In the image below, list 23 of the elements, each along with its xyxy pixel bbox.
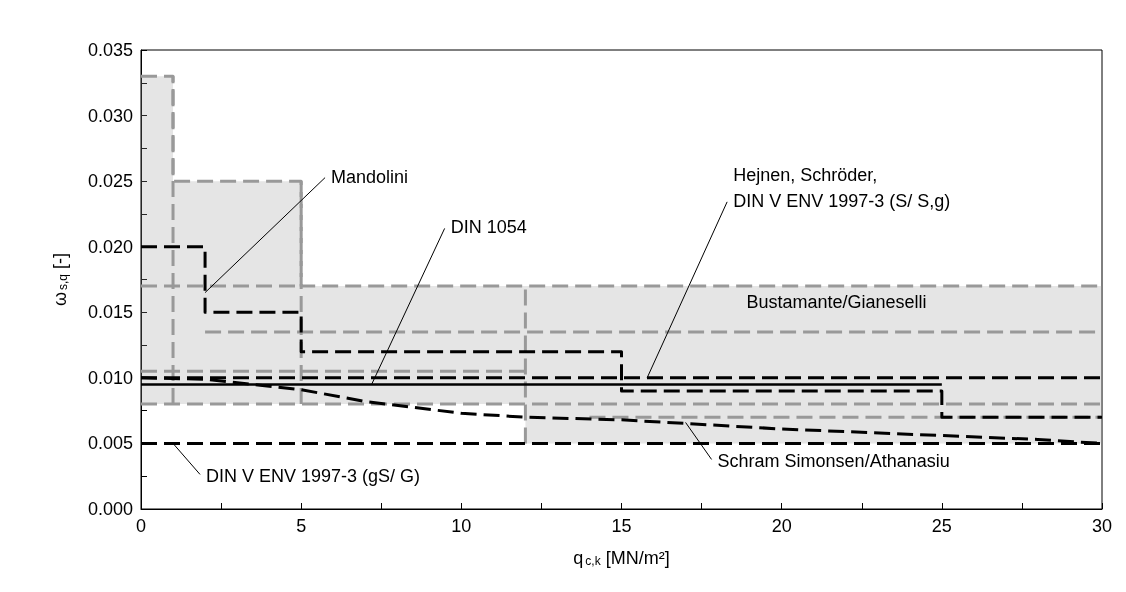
y-tick-label: 0.010	[87, 367, 133, 388]
y-tick-label: 0.015	[87, 302, 133, 323]
x-tick-label: 0	[135, 516, 147, 536]
x-tick-label: 20	[771, 516, 792, 536]
y-tick-label: 0.025	[87, 171, 133, 192]
y-tick-label: 0.035	[87, 40, 133, 60]
x-tick-label: 30	[1091, 516, 1113, 536]
x-tick-label: 10	[451, 516, 472, 536]
annotation: Schram Simonsen/Athanasiu	[717, 451, 950, 472]
y-tick-label: 0.020	[87, 236, 133, 257]
y-axis-title: ωs,q [-]	[50, 252, 70, 307]
y-tick-label: 0.030	[87, 105, 133, 126]
x-tick-label: 5	[296, 516, 307, 536]
annotation: DIN V ENV 1997-3 (gS/ G)	[206, 466, 421, 487]
x-tick-label: 15	[611, 516, 632, 536]
x-tick-label: 25	[931, 516, 952, 536]
annotation: Bustamante/Gianeselli	[746, 292, 927, 313]
annotation: Hejnen, Schröder, DIN V ENV 1997-3 (S/ S,g)	[733, 164, 951, 211]
annotation: DIN 1054	[450, 217, 527, 238]
y-tick-label: 0.005	[87, 433, 133, 454]
y-tick-label: 0.000	[87, 499, 133, 519]
annotation: Mandolini	[331, 166, 409, 187]
x-axis-title: qc,k [MN/m²]	[573, 548, 670, 568]
